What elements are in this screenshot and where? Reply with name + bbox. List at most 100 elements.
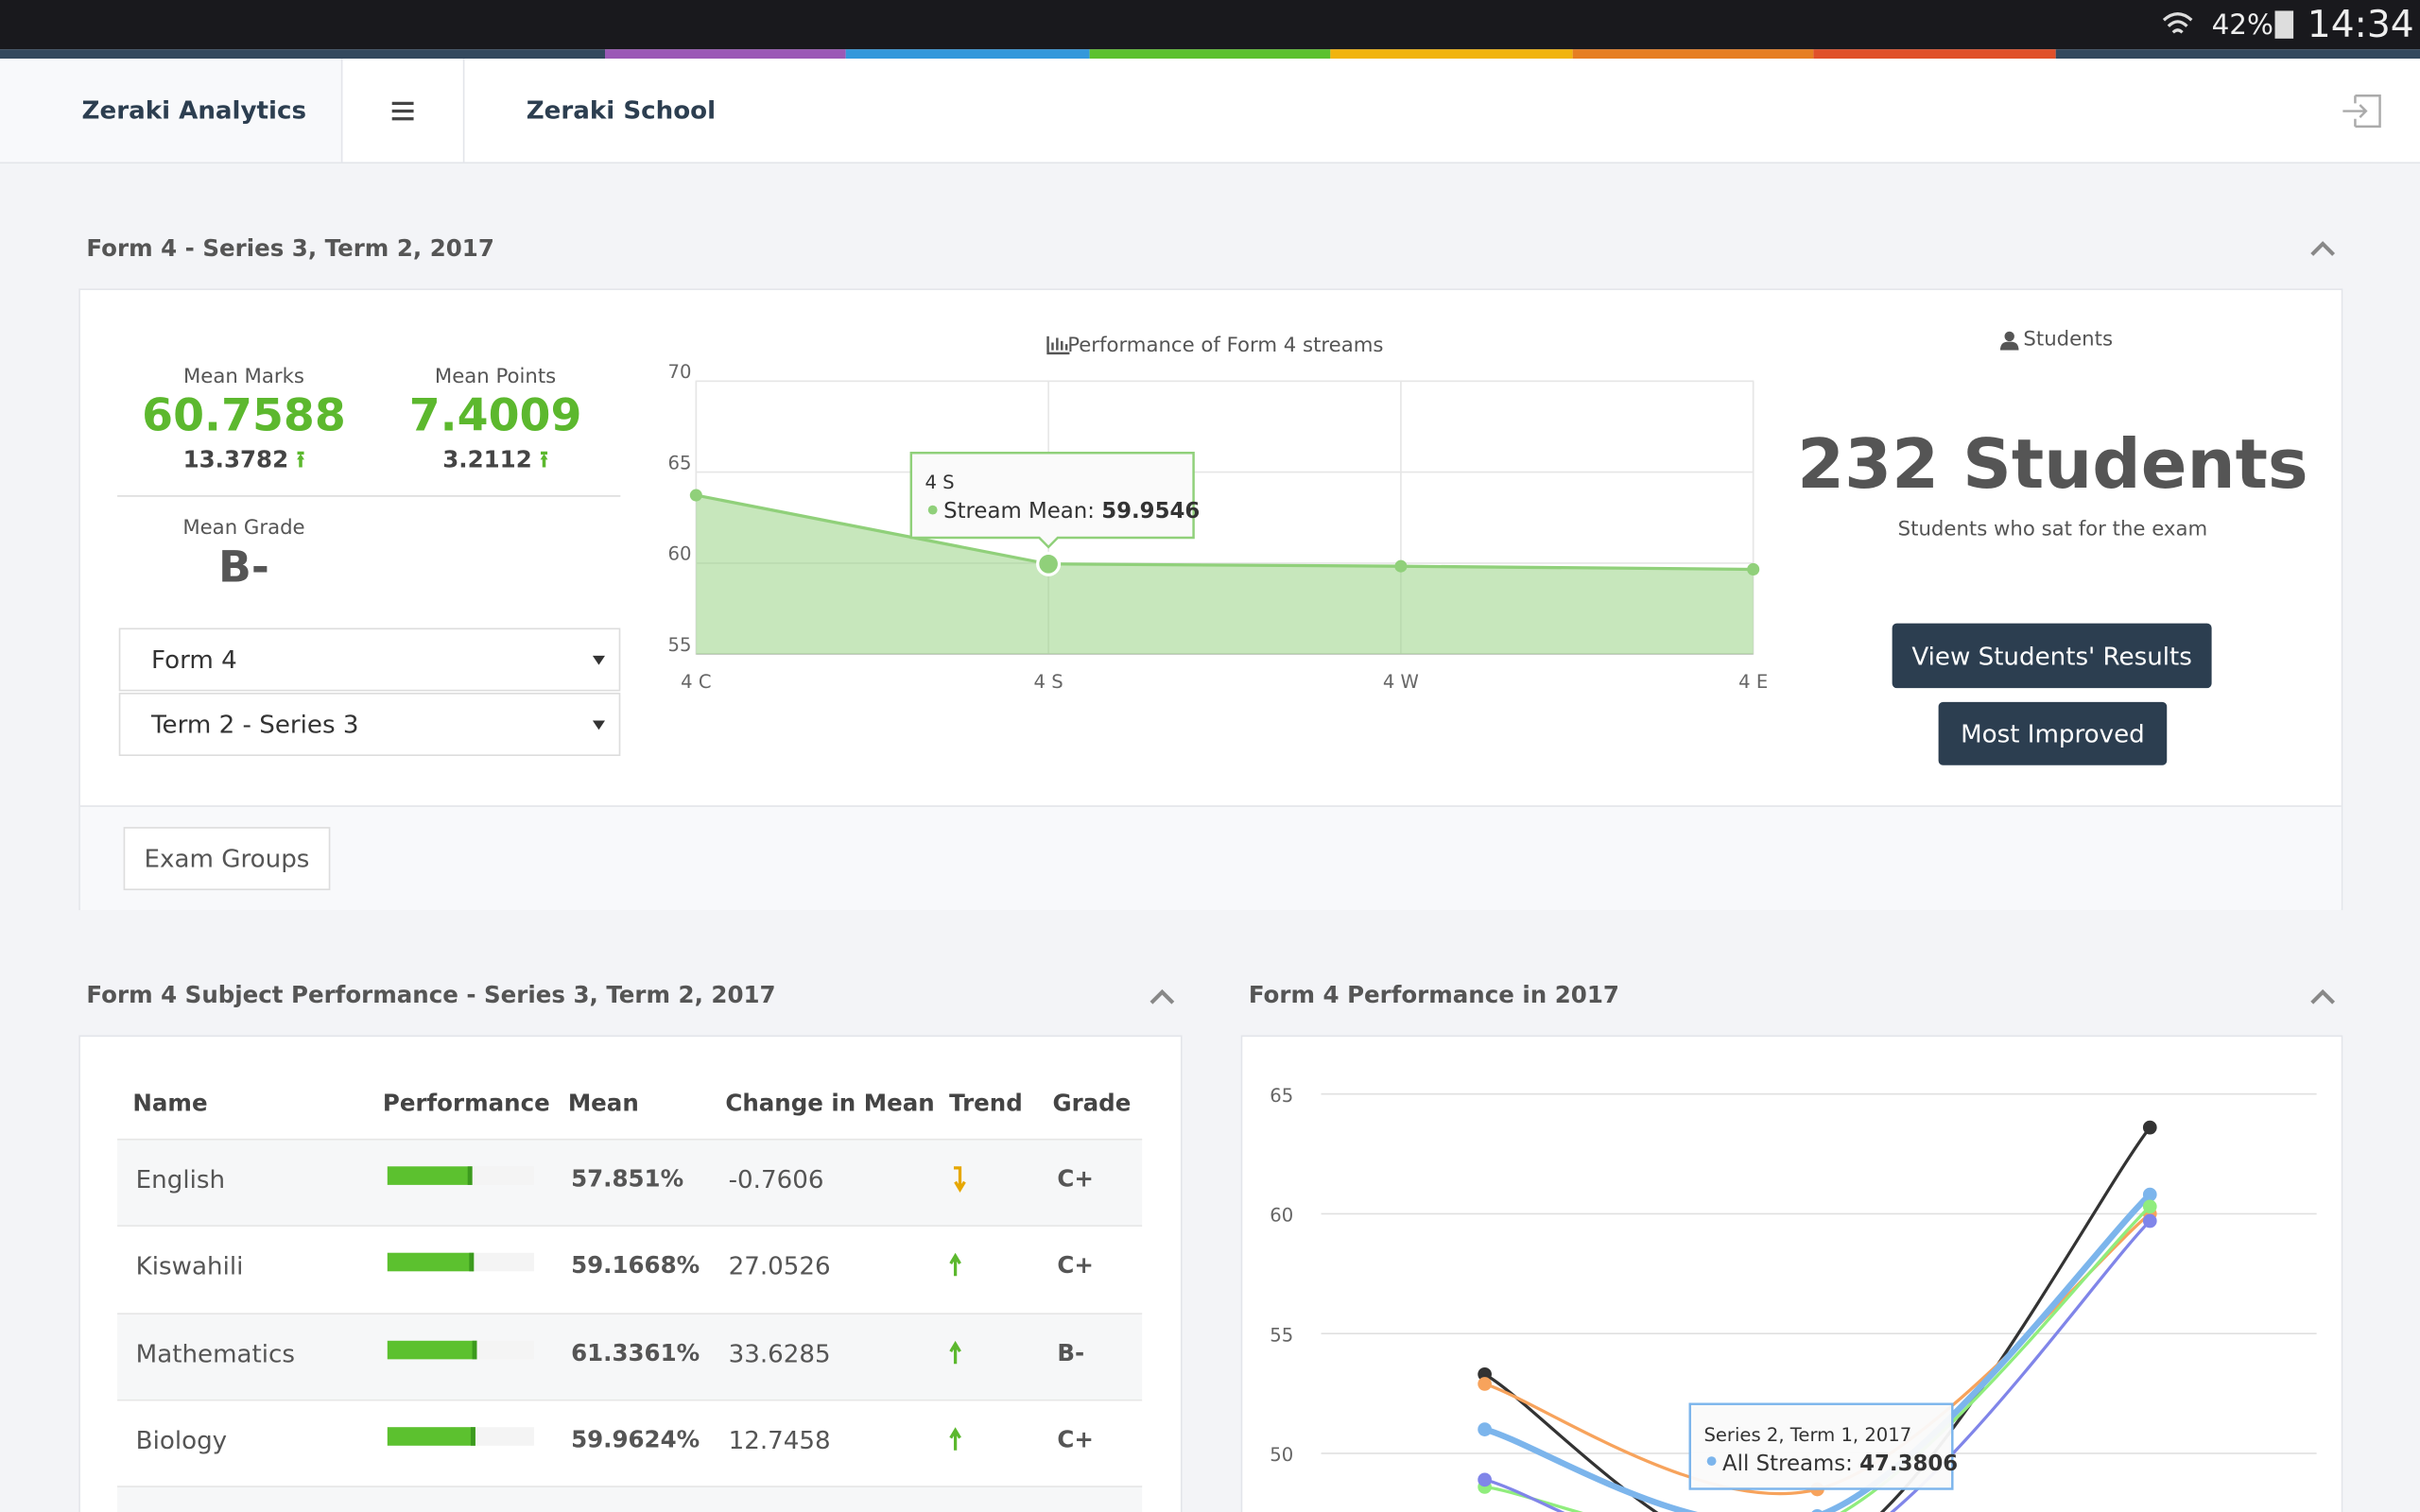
table-row: [117, 1486, 1143, 1512]
line: [696, 493, 1754, 572]
change-in-mean: 12.7458: [728, 1425, 831, 1455]
tooltip-value: 59.9546: [1101, 499, 1200, 524]
y-tick-label: 60: [668, 543, 692, 565]
stripe: [0, 49, 605, 60]
stat-value: 7.4009: [408, 388, 582, 441]
performance-bar: [387, 1253, 475, 1272]
students-caption: Students who sat for the exam: [1897, 518, 2208, 542]
form-select[interactable]: Form 4: [118, 627, 621, 692]
panel-title: Form 4 - Series 3, Term 2, 2017: [86, 234, 494, 263]
stripe: [845, 49, 1090, 60]
y-tick-label: 55: [1270, 1324, 1293, 1346]
stripe: [1572, 49, 1814, 60]
brand[interactable]: Zeraki Analytics: [81, 95, 307, 126]
status-bar: [0, 0, 2420, 50]
point: [2142, 1213, 2157, 1228]
stat-label: Mean Grade: [182, 516, 305, 541]
tooltip-box: [1688, 1402, 1954, 1490]
subject-name: English: [135, 1164, 226, 1194]
term-select[interactable]: Term 2 - Series 3: [118, 693, 621, 756]
student-count: 232 Students: [1797, 425, 2308, 505]
point: [1478, 1377, 1492, 1391]
column-header: Grade: [1052, 1089, 1132, 1118]
tooltip-series: All Streams: [1722, 1452, 1845, 1476]
panel-title: Form 4 Performance in 2017: [1248, 981, 1619, 1009]
y-tick-label: 50: [1270, 1444, 1293, 1466]
trend-arrow: [949, 1340, 961, 1364]
dropdown-icon: [592, 655, 605, 665]
stat-label: Mean Points: [434, 365, 557, 389]
subject-name: Kiswahili: [135, 1251, 244, 1281]
students-header: Students: [2023, 328, 2114, 352]
point: [1394, 559, 1408, 573]
point: [2142, 1187, 2157, 1202]
trend-icon: [949, 1338, 971, 1366]
line: [1484, 1219, 2152, 1512]
y-tick-label: 60: [1270, 1205, 1293, 1227]
logout-icon[interactable]: [2340, 90, 2386, 133]
tooltip-sep: :: [1087, 499, 1101, 524]
collapse-icon[interactable]: [2308, 988, 2336, 1006]
chart-title: Performance of Form 4 streams: [1067, 334, 1383, 357]
collapse-icon[interactable]: [1149, 988, 1176, 1006]
battery-text: 42%: [2211, 9, 2273, 43]
tooltip-sep: :: [1845, 1452, 1859, 1476]
table-row: [117, 1312, 1143, 1400]
x-tick-label: 4 S: [1034, 671, 1063, 693]
performance-bar: [387, 1166, 473, 1185]
trend-arrow: [949, 1427, 961, 1451]
tooltip-series: Stream Mean: [943, 499, 1087, 524]
trend-icon: [949, 1425, 971, 1452]
tooltip-text: All Streams: 47.3806: [1722, 1452, 1958, 1476]
column-header: Mean: [567, 1089, 639, 1118]
most-improved-button[interactable]: Most Improved: [1938, 701, 2168, 765]
line: [1483, 1192, 2152, 1512]
tooltip-dot: [927, 505, 938, 515]
select-text: Form 4: [150, 644, 237, 675]
stripe: [604, 49, 846, 60]
battery-icon: [2274, 10, 2294, 39]
y-tick-label: 65: [668, 452, 692, 473]
chart-icon: [1046, 335, 1070, 355]
table-row: [117, 1399, 1143, 1486]
point: [1478, 1472, 1492, 1487]
point: [1811, 1509, 1824, 1512]
clock: 14:34: [2307, 3, 2414, 46]
stat-change: 13.3782: [182, 445, 289, 474]
view-results-button[interactable]: View Students' Results: [1892, 623, 2212, 689]
up-arrow: ⭱: [296, 445, 305, 474]
hamburger-icon: [391, 101, 414, 121]
area: [696, 495, 1754, 655]
trend-icon: [949, 1252, 971, 1280]
tooltip-box: [909, 452, 1195, 549]
tooltip-category: 4 S: [925, 472, 955, 493]
change-in-mean: 27.0526: [728, 1251, 831, 1281]
table-row: [117, 1138, 1143, 1226]
mean: 59.9624%: [571, 1425, 700, 1453]
performance-bar: [387, 1340, 477, 1359]
table-row: [117, 1225, 1143, 1313]
stripe: [1330, 49, 1573, 60]
tooltip-dot: [1706, 1456, 1717, 1467]
y-tick-label: 65: [1270, 1085, 1293, 1107]
x-tick-label: 4 E: [1738, 671, 1768, 693]
change-in-mean: -0.7606: [728, 1164, 824, 1194]
grade: C+: [1057, 1164, 1094, 1194]
collapse-icon[interactable]: [2308, 239, 2336, 258]
stat-value: 60.7588: [142, 388, 346, 441]
grade: B-: [1057, 1338, 1085, 1366]
wifi-icon: [2162, 12, 2193, 34]
mean: 57.851%: [571, 1164, 684, 1194]
brand-box: [0, 59, 343, 163]
exam-groups-button[interactable]: Exam Groups: [123, 827, 331, 891]
panel-footer: [79, 805, 2342, 911]
school-name: Zeraki School: [526, 95, 717, 126]
tooltip-category: Series 2, Term 1, 2017: [1703, 1424, 1911, 1446]
line: [1484, 1205, 2152, 1512]
stat-value: B-: [218, 541, 269, 593]
menu-button[interactable]: [341, 59, 465, 163]
column-header: Trend: [949, 1089, 1023, 1118]
